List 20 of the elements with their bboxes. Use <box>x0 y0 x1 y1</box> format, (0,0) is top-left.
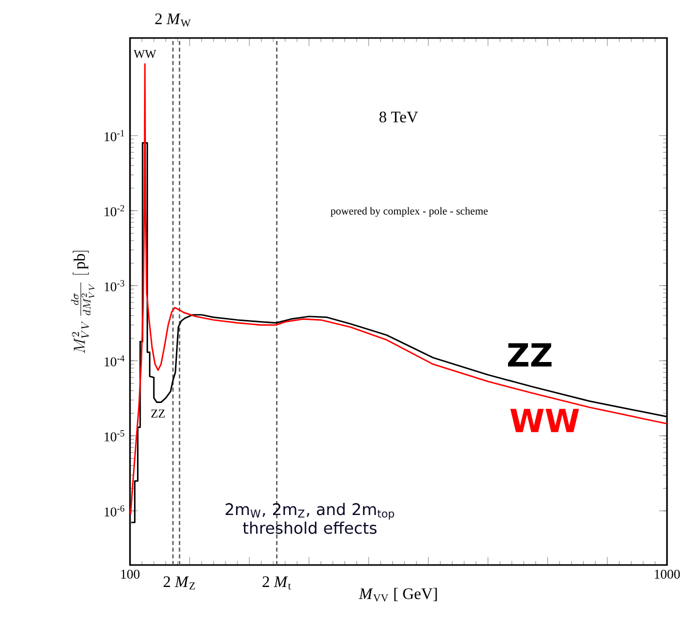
annotation: WW <box>134 50 156 58</box>
y-tick-label: 10$^{-3}$ <box>104 280 124 292</box>
series-label: ZZ <box>508 343 552 367</box>
annotation: 8 TeV <box>379 112 418 123</box>
annotation: ZZ <box>151 410 165 418</box>
y-axis-title: $M^2_{VV}\,\frac{d\sigma}{dM^2_{VV}}\;[\,\mathrm{pb}]$ <box>71 250 95 354</box>
ref-line-label: 2 M$_{W}$ <box>155 13 191 27</box>
ref-line-label: 2 M$_{Z}$ <box>164 576 195 590</box>
x-tick-label: 1000 <box>654 570 680 579</box>
x-tick-label: 100 <box>121 570 140 579</box>
series-label: WW <box>510 408 579 432</box>
y-tick-label: 10$^{-1}$ <box>104 130 124 142</box>
annotation: 2m$_{W}$, 2m$_{Z}$, and 2m$_{top}$ threshold effects <box>226 502 394 534</box>
x-axis-title: M$_{VV}$ [ GeV] <box>358 588 437 602</box>
y-tick-label: 10$^{-5}$ <box>104 430 124 442</box>
annotation: powered by complex - pole - scheme <box>330 207 488 217</box>
y-tick-label: 10$^{-6}$ <box>104 505 124 516</box>
ref-line-label: 2 M$_{t}$ <box>262 576 291 590</box>
y-tick-label: 10$^{-2}$ <box>104 205 124 216</box>
y-tick-label: 10$^{-4}$ <box>104 355 124 366</box>
